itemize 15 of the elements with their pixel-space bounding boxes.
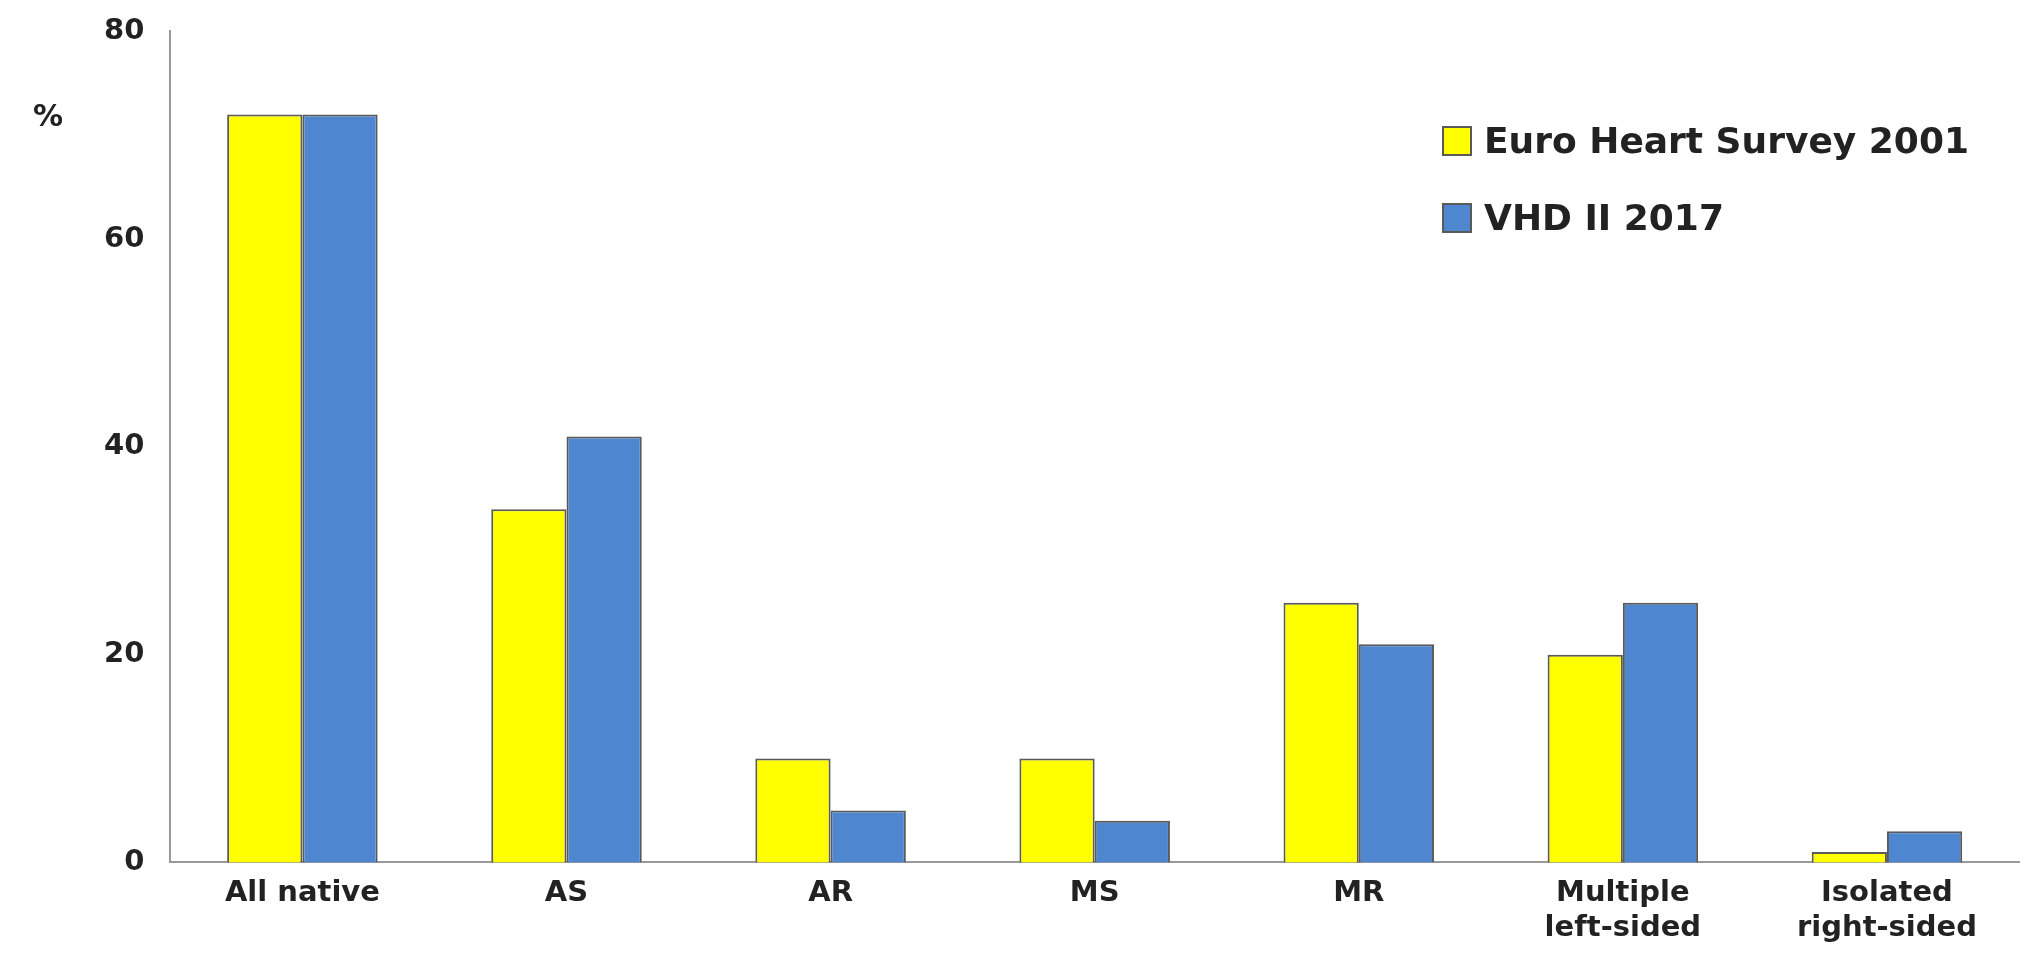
x-tick-label: MS [1069, 874, 1120, 909]
y-tick-label: 60 [104, 219, 145, 254]
legend-label: VHD II 2017 [1484, 197, 1724, 238]
x-tick-label: AR [808, 874, 853, 909]
x-tick-label: All native [224, 874, 380, 909]
x-tick-label: Multiple left-sided [1544, 874, 1702, 944]
x-tick-label: AS [544, 874, 589, 909]
y-axis-title: % [32, 98, 64, 134]
x-tick-label: Isolated right-sided [1796, 874, 1977, 944]
y-tick-label: 80 [104, 11, 145, 46]
legend-label: Euro Heart Survey 2001 [1484, 120, 1969, 161]
y-tick-label: 20 [104, 635, 145, 670]
x-tick-label: MR [1333, 874, 1385, 909]
y-tick-label: 0 [124, 842, 145, 877]
y-tick-label: 40 [104, 427, 145, 462]
